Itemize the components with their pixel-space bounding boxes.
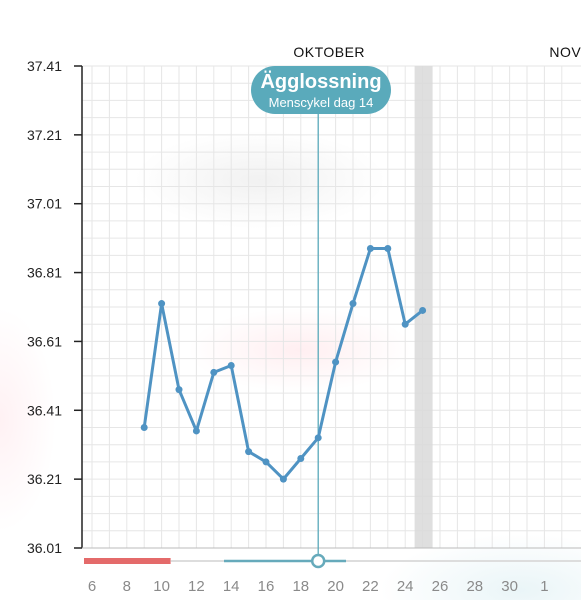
y-tick-label: 37.41 (27, 58, 62, 74)
y-tick-label: 36.61 (27, 333, 62, 349)
temperature-point (349, 300, 357, 308)
x-tick-label: 24 (397, 578, 414, 595)
today-band (414, 66, 433, 548)
temperature-point (210, 368, 218, 376)
x-tick-label: 10 (153, 578, 170, 595)
month-label: NOVEMBER (549, 44, 581, 60)
x-tick-label: 14 (223, 578, 240, 595)
temperature-point (332, 358, 340, 366)
temperature-point (140, 424, 148, 431)
temperature-point (245, 448, 253, 456)
axes (81, 66, 581, 549)
x-tick-label: 30 (501, 578, 518, 595)
temperature-point (175, 386, 183, 394)
x-tick-label: 8 (123, 578, 131, 595)
x-tick-label: 22 (362, 578, 379, 595)
temperature-point (158, 300, 166, 308)
x-tick-labels: 6 8 10 12 14 16 18 20 22 24 26 28 30 1 (88, 578, 549, 595)
x-tick-label: 28 (466, 578, 483, 595)
temperature-point (384, 244, 392, 252)
temperature-point (419, 306, 427, 314)
temperature-point (227, 362, 235, 370)
x-tick-label: 20 (327, 578, 344, 595)
temperature-point (192, 427, 200, 435)
month-label: OKTOBER (293, 44, 365, 60)
x-tick-label: 26 (432, 578, 449, 595)
y-tick-labels: 37.41 37.21 37.01 36.81 36.61 36.41 36.21 36.01 (27, 58, 82, 556)
ovulation-subtitle: Menscykel dag 14 (269, 95, 374, 110)
temperature-point (366, 244, 374, 252)
y-tick-label: 36.21 (27, 471, 62, 487)
temperature-point (297, 454, 305, 462)
x-tick-label: 12 (188, 578, 205, 595)
temperature-point (279, 475, 287, 483)
ovulation-bubble-bg (251, 66, 391, 114)
temperature-point (314, 434, 322, 442)
y-tick-label: 37.01 (27, 196, 62, 212)
y-tick-label: 37.21 (27, 127, 62, 143)
x-tick-label: 6 (88, 578, 96, 595)
temperature-point (401, 320, 409, 328)
month-labels: OKTOBER NOVEMBER (293, 44, 581, 60)
x-tick-label: 16 (258, 578, 275, 595)
grid (82, 65, 581, 549)
ovulation-bubble[interactable]: Ägglossning Menscykel dag 14 (251, 66, 391, 114)
x-tick-label: 1 (540, 578, 548, 595)
temperature-point (262, 458, 270, 466)
y-tick-label: 36.81 (27, 265, 62, 281)
timeline-scrubber[interactable] (84, 553, 581, 569)
x-tick-label: 18 (292, 578, 309, 595)
y-tick-label: 36.41 (27, 402, 62, 418)
y-tick-label: 36.01 (27, 540, 62, 556)
temperature-points (140, 244, 427, 483)
ovulation-title: Ägglossning (260, 70, 381, 93)
scrubber-handle[interactable] (310, 553, 326, 569)
